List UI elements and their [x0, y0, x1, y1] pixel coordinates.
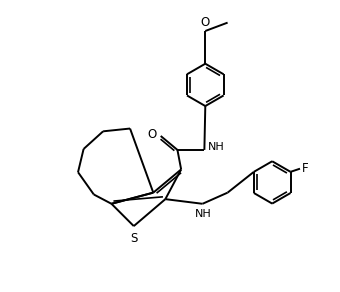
Text: S: S: [130, 232, 137, 245]
Text: NH: NH: [208, 142, 225, 152]
Text: F: F: [302, 162, 308, 175]
Text: O: O: [201, 16, 210, 29]
Text: NH: NH: [195, 209, 211, 220]
Text: O: O: [148, 128, 157, 141]
